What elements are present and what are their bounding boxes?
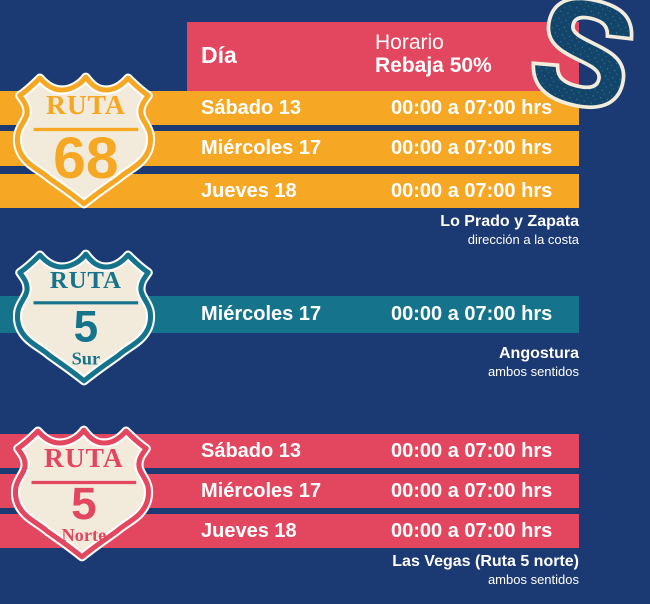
svg-text:Sur: Sur bbox=[72, 348, 101, 368]
svg-text:S: S bbox=[528, 0, 650, 124]
svg-text:5: 5 bbox=[74, 302, 98, 351]
svg-text:RUTA: RUTA bbox=[44, 442, 124, 473]
svg-text:Norte: Norte bbox=[62, 525, 107, 545]
svg-text:68: 68 bbox=[53, 126, 118, 191]
svg-text:RUTA: RUTA bbox=[50, 267, 122, 294]
svg-text:RUTA: RUTA bbox=[46, 89, 126, 120]
svg-text:5: 5 bbox=[71, 477, 97, 529]
